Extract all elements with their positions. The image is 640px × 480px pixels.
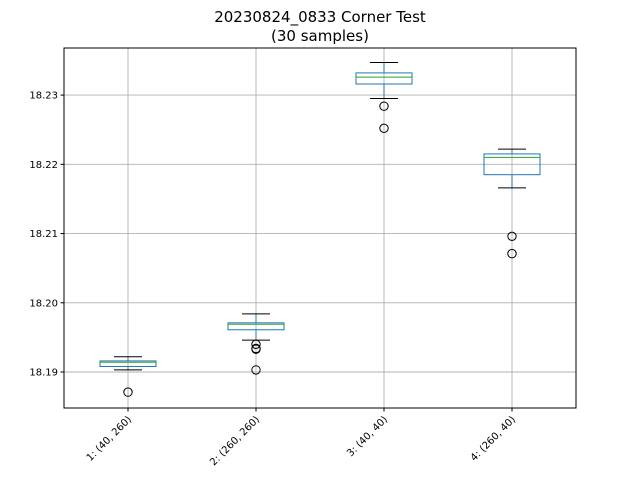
- chart-title-line2: (30 samples): [271, 27, 369, 45]
- outlier-point: [379, 101, 389, 111]
- box-group: [227, 313, 285, 375]
- y-tick-label: 18.21: [29, 229, 58, 240]
- box-iqr: [227, 322, 285, 331]
- plot-layer: [99, 62, 541, 397]
- box-group: [483, 148, 541, 259]
- y-tick-label: 18.23: [29, 91, 58, 102]
- box-group: [99, 356, 157, 397]
- axes-frame: [63, 47, 577, 409]
- outlier-point: [251, 343, 261, 354]
- outlier-point: [251, 339, 261, 350]
- outlier-point: [507, 248, 517, 259]
- chart-title-line1: 20230824_0833 Corner Test: [214, 8, 426, 27]
- box-iqr: [99, 360, 157, 367]
- outlier-point: [123, 387, 133, 397]
- outlier-point: [379, 123, 389, 134]
- box-group: [355, 62, 413, 134]
- y-tick-label: 18.22: [29, 160, 58, 171]
- grid-layer: [64, 48, 576, 408]
- box-iqr: [483, 153, 541, 176]
- y-tick-label: 18.19: [29, 368, 58, 379]
- outlier-point: [507, 231, 517, 242]
- outlier-point: [251, 365, 261, 375]
- y-tick-label: 18.20: [29, 298, 58, 309]
- box-iqr: [355, 72, 413, 85]
